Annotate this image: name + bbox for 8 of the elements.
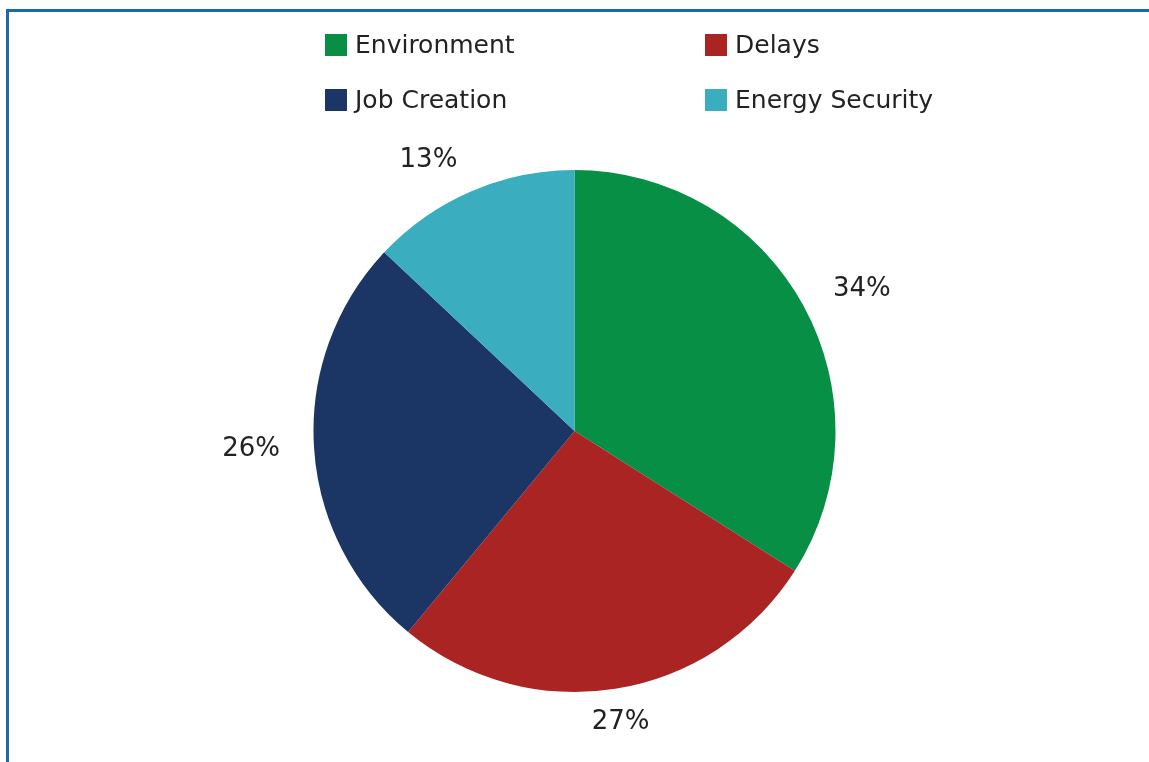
data-label: 34% xyxy=(833,271,891,302)
legend-label: Energy Security xyxy=(735,85,934,114)
data-label: 27% xyxy=(591,705,650,736)
legend-label: Delays xyxy=(735,30,820,59)
data-label: 13% xyxy=(399,143,458,174)
legend-label: Environment xyxy=(355,30,515,59)
data-label: 26% xyxy=(222,432,281,463)
legend-label: Job Creation xyxy=(355,85,508,114)
